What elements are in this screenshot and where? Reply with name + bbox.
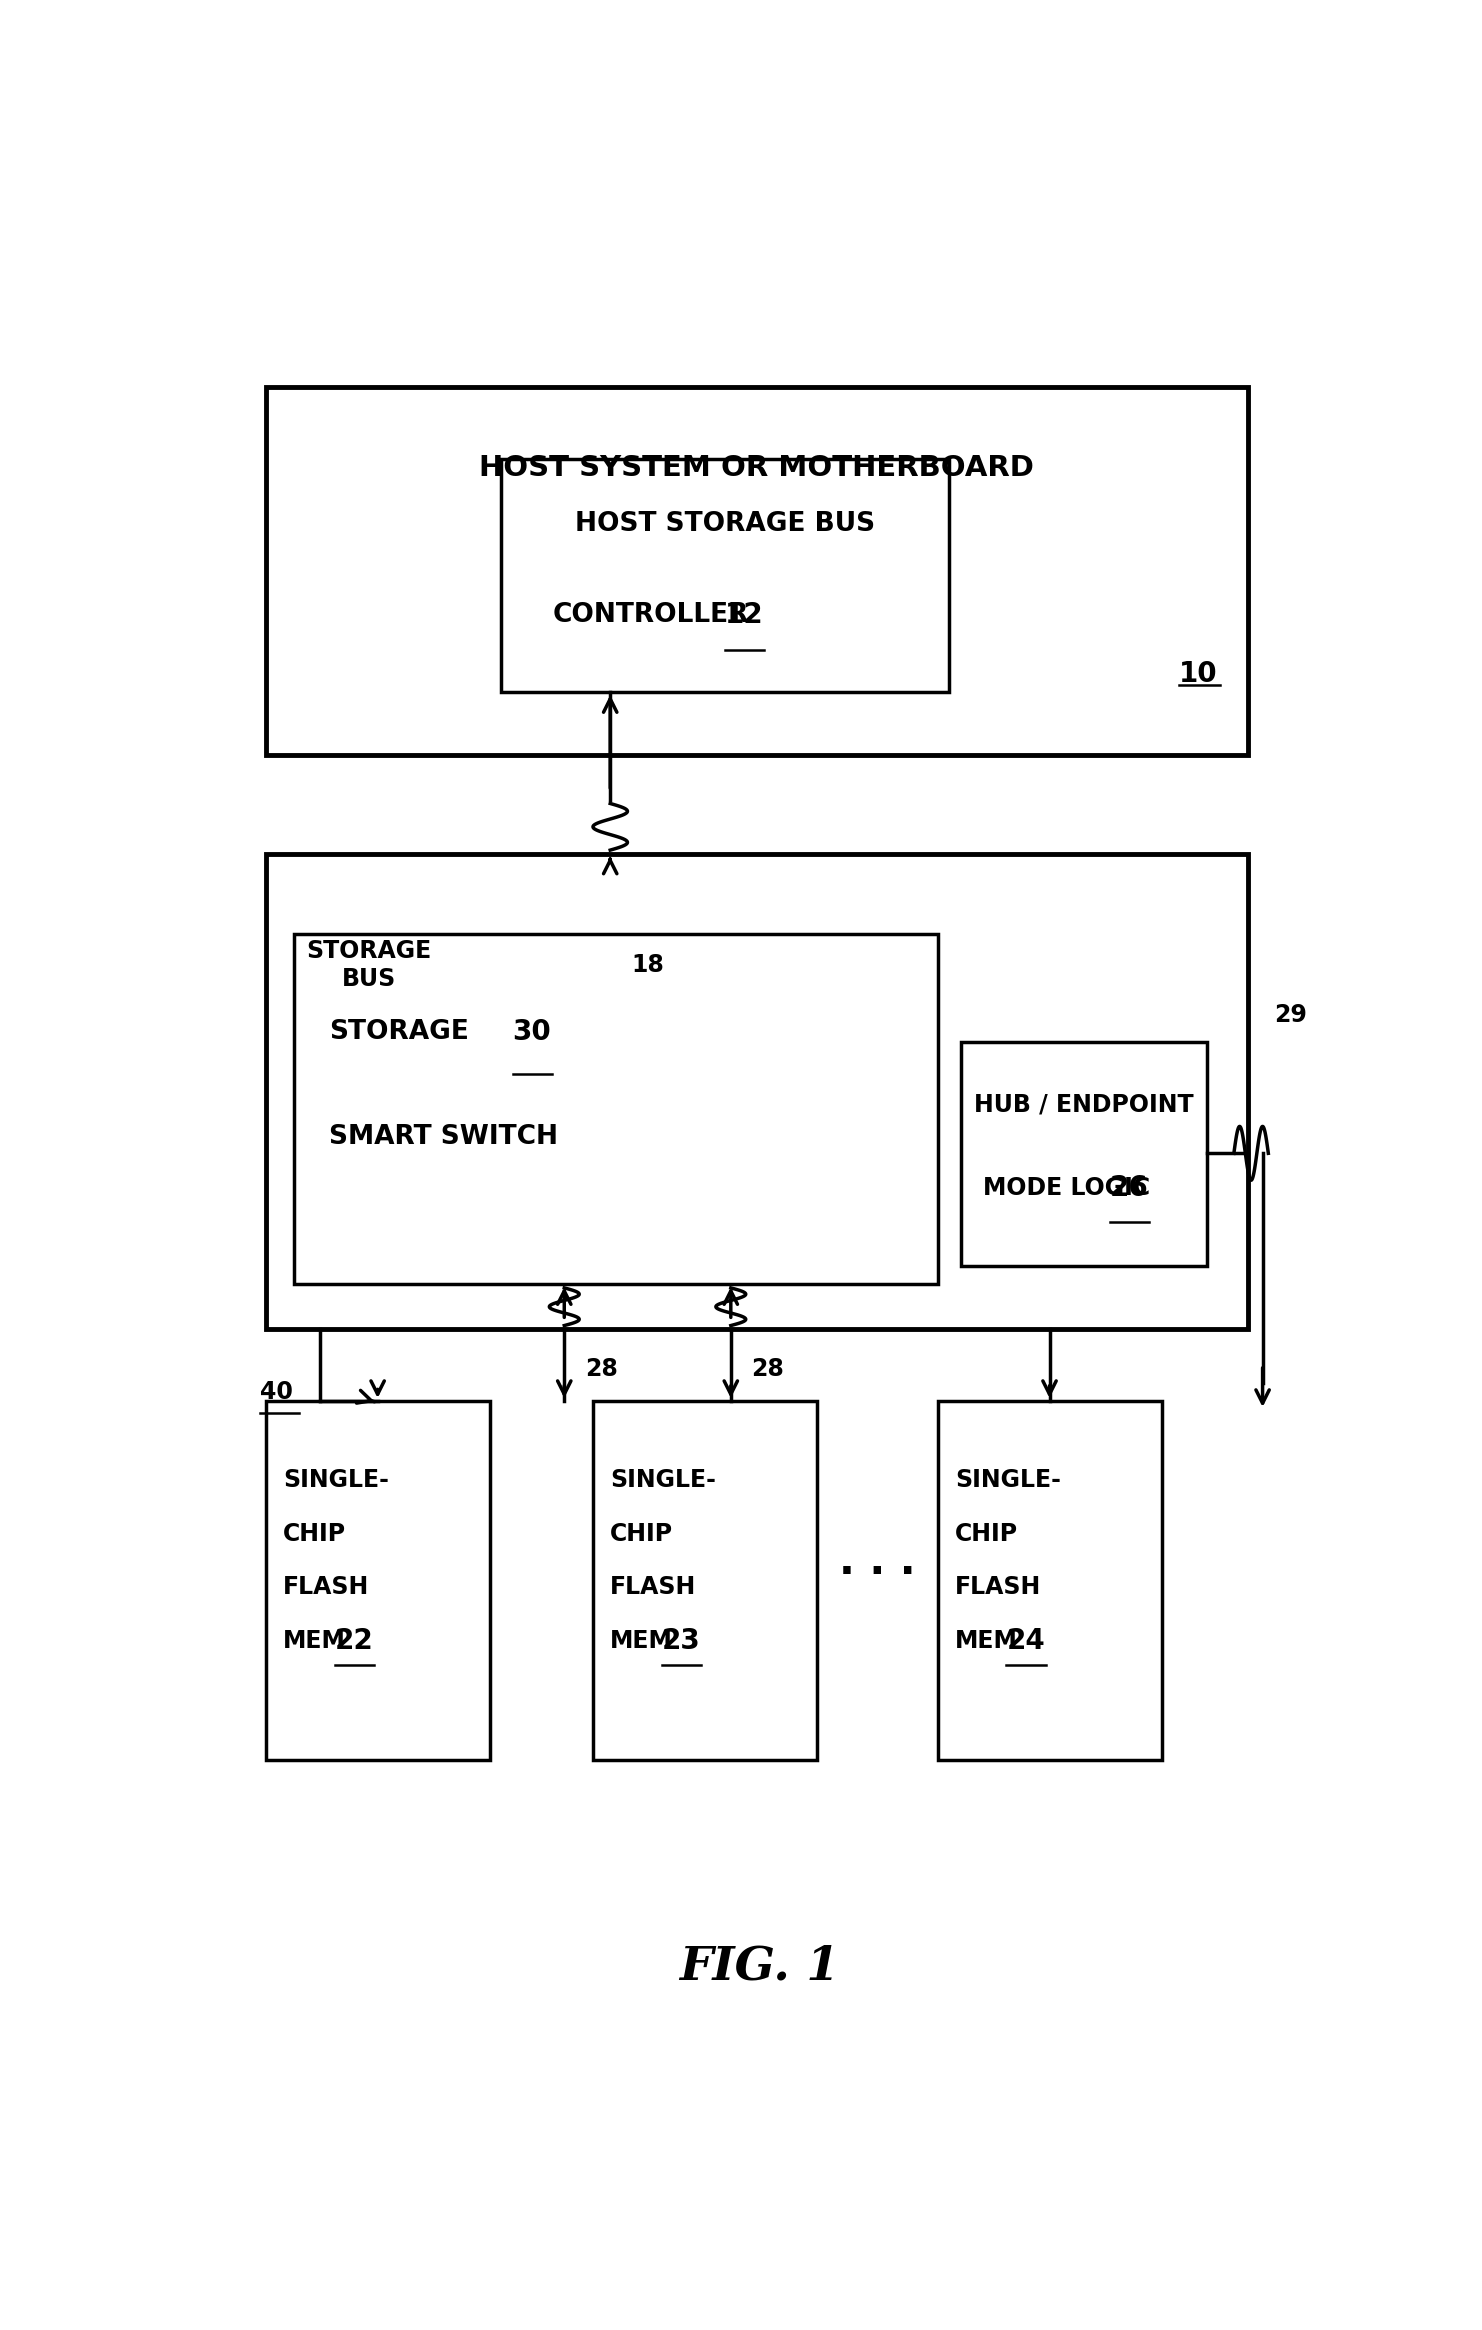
FancyBboxPatch shape	[938, 1400, 1162, 1759]
Text: MEM: MEM	[283, 1629, 345, 1654]
FancyBboxPatch shape	[295, 934, 938, 1284]
FancyBboxPatch shape	[501, 459, 948, 692]
Text: SINGLE-: SINGLE-	[954, 1468, 1061, 1491]
FancyBboxPatch shape	[265, 387, 1248, 755]
Text: MEM: MEM	[954, 1629, 1018, 1654]
Text: CHIP: CHIP	[954, 1521, 1018, 1545]
Text: HOST STORAGE BUS: HOST STORAGE BUS	[575, 510, 876, 538]
Text: SINGLE-: SINGLE-	[611, 1468, 716, 1491]
Text: 29: 29	[1275, 1004, 1307, 1028]
Text: CHIP: CHIP	[611, 1521, 673, 1545]
Text: STORAGE
BUS: STORAGE BUS	[307, 939, 431, 990]
Text: STORAGE: STORAGE	[329, 1021, 468, 1046]
Text: 28: 28	[585, 1356, 618, 1382]
Text: 18: 18	[631, 953, 664, 976]
Text: MEM: MEM	[611, 1629, 673, 1654]
FancyBboxPatch shape	[593, 1400, 817, 1759]
Text: FLASH: FLASH	[611, 1575, 697, 1598]
Text: 40: 40	[259, 1379, 293, 1405]
Text: SMART SWITCH: SMART SWITCH	[329, 1125, 557, 1151]
Text: 12: 12	[725, 601, 763, 629]
Text: 22: 22	[335, 1626, 373, 1654]
Text: . . .: . . .	[839, 1542, 916, 1584]
Text: 30: 30	[513, 1018, 551, 1046]
Text: HOST SYSTEM OR MOTHERBOARD: HOST SYSTEM OR MOTHERBOARD	[479, 454, 1034, 482]
Text: 26: 26	[1110, 1174, 1149, 1202]
Text: CONTROLLER: CONTROLLER	[553, 601, 750, 629]
FancyBboxPatch shape	[265, 1400, 489, 1759]
Text: FLASH: FLASH	[283, 1575, 369, 1598]
FancyBboxPatch shape	[960, 1042, 1208, 1268]
Text: 23: 23	[662, 1626, 701, 1654]
Text: 24: 24	[1006, 1626, 1045, 1654]
Text: 10: 10	[1178, 659, 1217, 687]
Text: HUB / ENDPOINT: HUB / ENDPOINT	[974, 1093, 1194, 1116]
Text: 28: 28	[751, 1356, 784, 1382]
Text: SINGLE-: SINGLE-	[283, 1468, 388, 1491]
Text: FLASH: FLASH	[954, 1575, 1040, 1598]
Text: FIG. 1: FIG. 1	[679, 1943, 840, 1990]
Text: CHIP: CHIP	[283, 1521, 345, 1545]
FancyBboxPatch shape	[265, 853, 1248, 1328]
Text: MODE LOGIC: MODE LOGIC	[984, 1177, 1150, 1200]
